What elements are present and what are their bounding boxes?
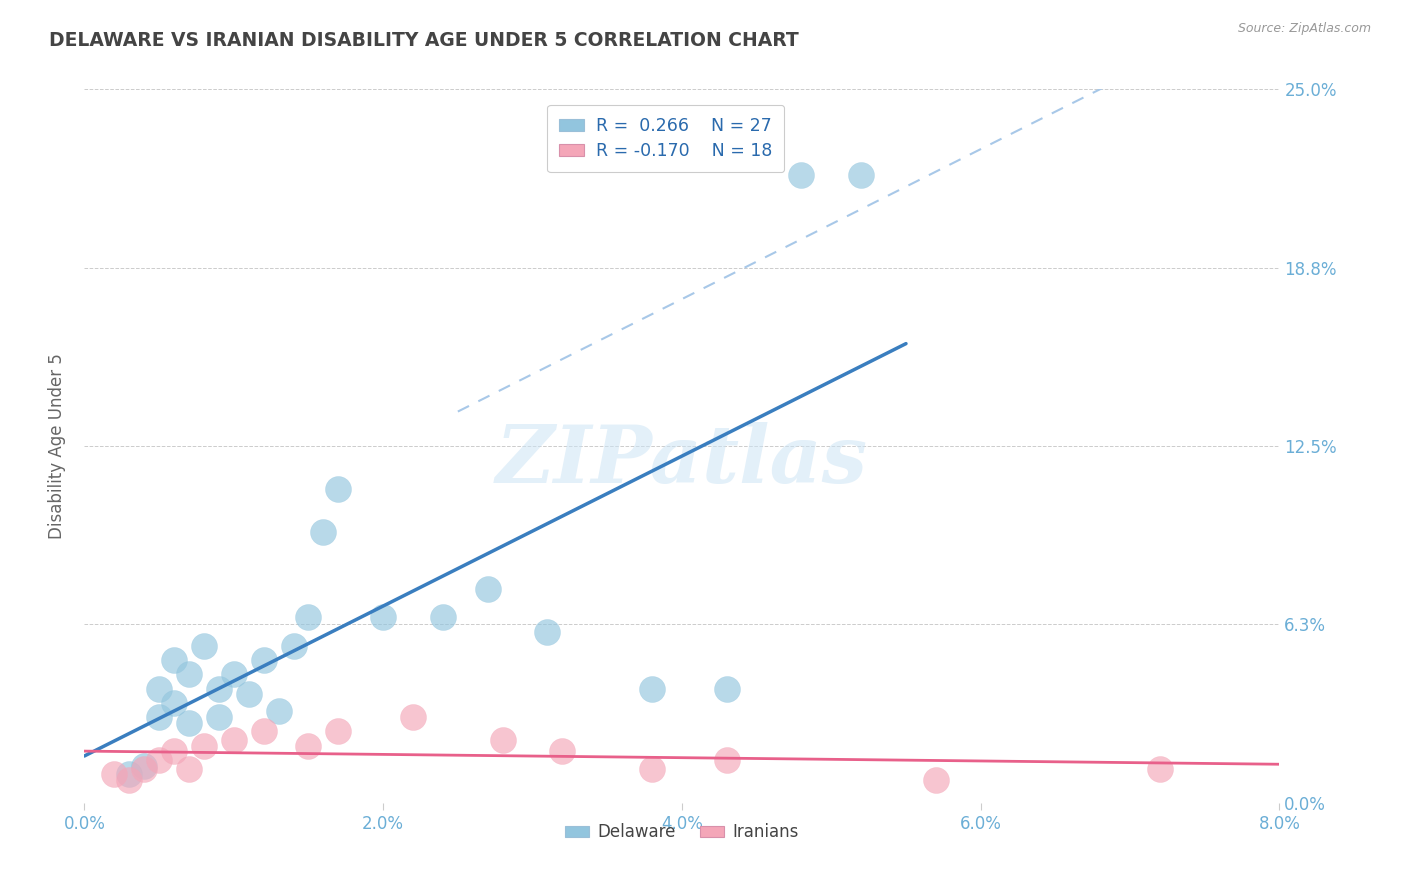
Text: DELAWARE VS IRANIAN DISABILITY AGE UNDER 5 CORRELATION CHART: DELAWARE VS IRANIAN DISABILITY AGE UNDER… — [49, 31, 799, 50]
Point — [163, 744, 186, 758]
Point — [477, 582, 499, 596]
Point — [297, 610, 319, 624]
Point — [312, 524, 335, 539]
Point — [536, 624, 558, 639]
Point — [177, 762, 200, 776]
Point — [267, 705, 290, 719]
Point — [222, 667, 245, 681]
Point — [297, 739, 319, 753]
Point — [402, 710, 425, 724]
Point — [177, 715, 200, 730]
Point — [193, 639, 215, 653]
Point — [641, 681, 664, 696]
Point — [925, 772, 948, 787]
Point — [432, 610, 454, 624]
Point — [118, 772, 141, 787]
Point — [253, 653, 276, 667]
Point — [328, 724, 350, 739]
Point — [1149, 762, 1171, 776]
Point — [716, 681, 738, 696]
Point — [373, 610, 395, 624]
Point — [193, 739, 215, 753]
Text: Source: ZipAtlas.com: Source: ZipAtlas.com — [1237, 22, 1371, 36]
Point — [163, 696, 186, 710]
Point — [238, 687, 260, 701]
Point — [851, 168, 873, 182]
Point — [132, 762, 156, 776]
Point — [222, 733, 245, 747]
Point — [283, 639, 305, 653]
Point — [641, 762, 664, 776]
Point — [132, 758, 156, 772]
Point — [208, 681, 231, 696]
Point — [148, 710, 170, 724]
Y-axis label: Disability Age Under 5: Disability Age Under 5 — [48, 353, 66, 539]
Point — [118, 767, 141, 781]
Legend: Delaware, Iranians: Delaware, Iranians — [558, 817, 806, 848]
Point — [103, 767, 125, 781]
Point — [790, 168, 813, 182]
Point — [148, 753, 170, 767]
Point — [551, 744, 574, 758]
Point — [163, 653, 186, 667]
Point — [177, 667, 200, 681]
Text: ZIPatlas: ZIPatlas — [496, 422, 868, 499]
Point — [148, 681, 170, 696]
Point — [253, 724, 276, 739]
Point — [716, 753, 738, 767]
Point — [492, 733, 515, 747]
Point — [208, 710, 231, 724]
Point — [328, 482, 350, 496]
